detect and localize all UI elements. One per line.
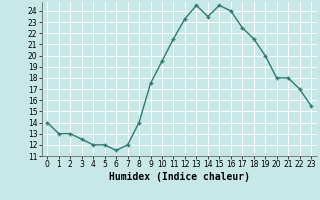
X-axis label: Humidex (Indice chaleur): Humidex (Indice chaleur) [109,172,250,182]
